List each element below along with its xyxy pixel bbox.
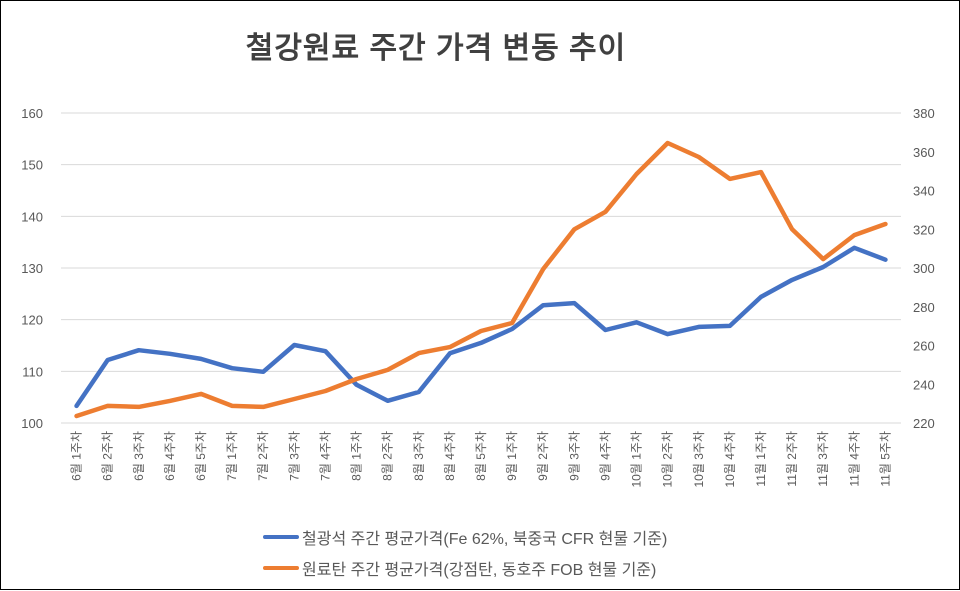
y-left-tick-label: 160 (21, 106, 43, 121)
x-tick-label: 7월 2주차 (256, 431, 270, 481)
x-tick-label: 9월 2주차 (536, 431, 550, 481)
y-right-tick-label: 240 (913, 377, 935, 392)
x-tick-label: 7월 1주차 (225, 431, 239, 481)
legend-label: 철광석 주간 평균가격(Fe 62%, 북중국 CFR 현물 기준) (302, 525, 667, 549)
y-right-tick-label: 300 (913, 261, 935, 276)
x-tick-label: 10월 3주차 (692, 431, 706, 487)
y-right-tick-label: 220 (913, 416, 935, 431)
legend-swatch-orange (263, 566, 299, 570)
y-right-tick-label: 320 (913, 222, 935, 237)
x-tick-label: 11월 2주차 (785, 431, 799, 487)
x-tick-label: 8월 5주차 (474, 431, 488, 481)
x-tick-label: 8월 2주차 (381, 431, 395, 481)
x-tick-label: 6월 4주차 (163, 431, 177, 481)
y-left-tick-label: 150 (21, 158, 43, 173)
x-tick-label: 6월 1주차 (70, 431, 84, 481)
x-tick-label: 10월 4주차 (723, 431, 737, 487)
x-tick-label: 11월 4주차 (847, 431, 861, 487)
iron-ore-line (77, 248, 886, 406)
y-left-tick-label: 140 (21, 209, 43, 224)
legend-swatch-blue (263, 535, 299, 539)
coking-coal-line (77, 143, 886, 416)
x-tick-label: 7월 4주차 (318, 431, 332, 481)
legend-label: 원료탄 주간 평균가격(강점탄, 동호주 FOB 현물 기준) (302, 556, 656, 580)
x-tick-label: 11월 1주차 (754, 431, 768, 487)
x-tick-label: 9월 4주차 (598, 431, 612, 481)
x-tick-label: 10월 2주차 (661, 431, 675, 487)
x-tick-label: 6월 5주차 (194, 431, 208, 481)
x-tick-label: 10월 1주차 (630, 431, 644, 487)
y-left-tick-label: 130 (21, 261, 43, 276)
y-right-tick-label: 260 (913, 339, 935, 354)
x-tick-label: 6월 3주차 (132, 431, 146, 481)
x-tick-label: 7월 3주차 (287, 431, 301, 481)
legend-item-coking-coal: 원료탄 주간 평균가격(강점탄, 동호주 FOB 현물 기준) (263, 556, 656, 580)
x-tick-label: 9월 3주차 (567, 431, 581, 481)
y-right-tick-label: 380 (913, 106, 935, 121)
x-tick-label: 9월 1주차 (505, 431, 519, 481)
x-tick-label: 11월 5주차 (878, 431, 892, 487)
y-left-tick-label: 100 (21, 416, 43, 431)
y-left-tick-label: 110 (22, 364, 43, 379)
x-tick-label: 6월 2주차 (101, 431, 115, 481)
y-right-tick-label: 340 (913, 184, 935, 199)
y-left-tick-label: 120 (21, 313, 43, 328)
y-right-tick-label: 360 (913, 145, 935, 160)
x-tick-label: 8월 4주차 (443, 431, 457, 481)
y-right-tick-label: 280 (913, 300, 935, 315)
x-tick-label: 8월 1주차 (350, 431, 364, 481)
x-tick-label: 8월 3주차 (412, 431, 426, 481)
x-tick-label: 11월 3주차 (816, 431, 830, 487)
legend-item-iron-ore: 철광석 주간 평균가격(Fe 62%, 북중국 CFR 현물 기준) (263, 525, 667, 549)
